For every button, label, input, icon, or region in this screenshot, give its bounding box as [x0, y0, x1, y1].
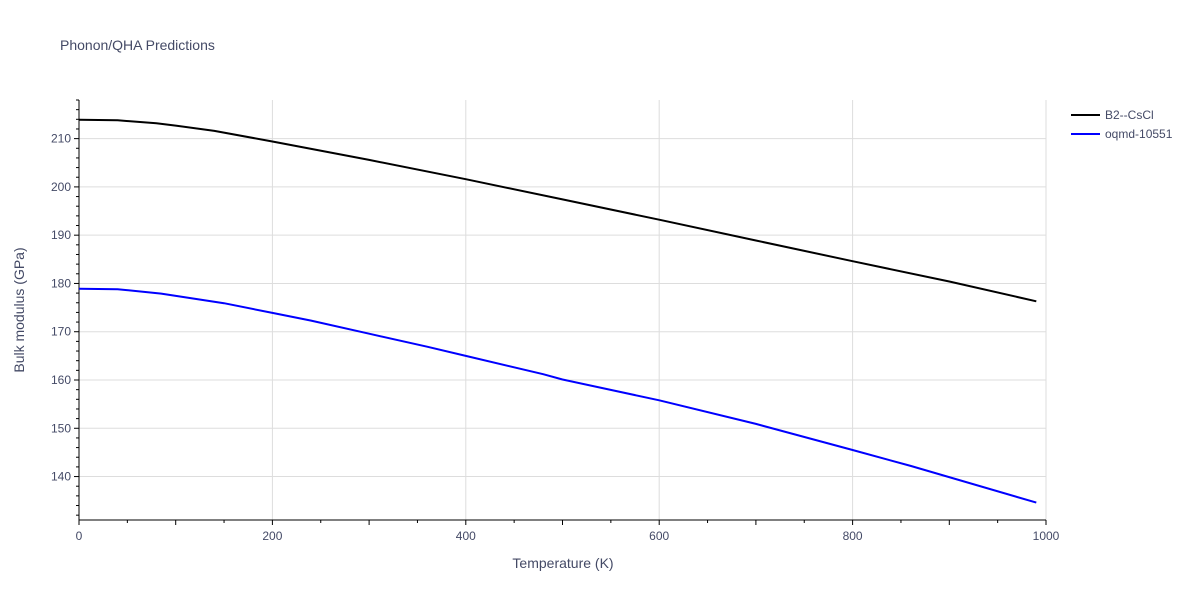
- y-tick-label: 150: [51, 421, 71, 435]
- legend[interactable]: B2--CsCl oqmd-10551: [1071, 108, 1173, 141]
- x-tick-label: 200: [262, 529, 282, 543]
- axes: [74, 99, 1047, 525]
- legend-label: B2--CsCl: [1105, 108, 1154, 122]
- y-axis-title: Bulk modulus (GPa): [11, 247, 27, 372]
- x-tick-label: 600: [649, 529, 669, 543]
- x-axis-title: Temperature (K): [512, 555, 613, 571]
- x-tick-labels: 0 200 400 600 800 1000: [76, 529, 1060, 543]
- y-tick-label: 200: [51, 180, 71, 194]
- y-tick-label: 170: [51, 325, 71, 339]
- grid: [79, 100, 1047, 520]
- x-tick-label: 400: [456, 529, 476, 543]
- series-line-2: [78, 287, 1037, 504]
- legend-item-2[interactable]: oqmd-10551: [1071, 127, 1173, 141]
- y-tick-labels: 140 150 160 170 180 190 200 210: [51, 132, 71, 484]
- y-tick-label: 210: [51, 132, 71, 146]
- y-tick-label: 140: [51, 470, 71, 484]
- x-tick-label: 1000: [1033, 529, 1060, 543]
- series-group: [78, 118, 1037, 504]
- y-tick-label: 190: [51, 228, 71, 242]
- x-tick-label: 800: [843, 529, 863, 543]
- y-tick-label: 180: [51, 276, 71, 290]
- y-tick-label: 160: [51, 373, 71, 387]
- series-line-1: [78, 118, 1037, 303]
- legend-label: oqmd-10551: [1105, 127, 1173, 141]
- chart-title: Phonon/QHA Predictions: [60, 37, 215, 53]
- legend-item-1[interactable]: B2--CsCl: [1071, 108, 1154, 122]
- x-tick-label: 0: [76, 529, 83, 543]
